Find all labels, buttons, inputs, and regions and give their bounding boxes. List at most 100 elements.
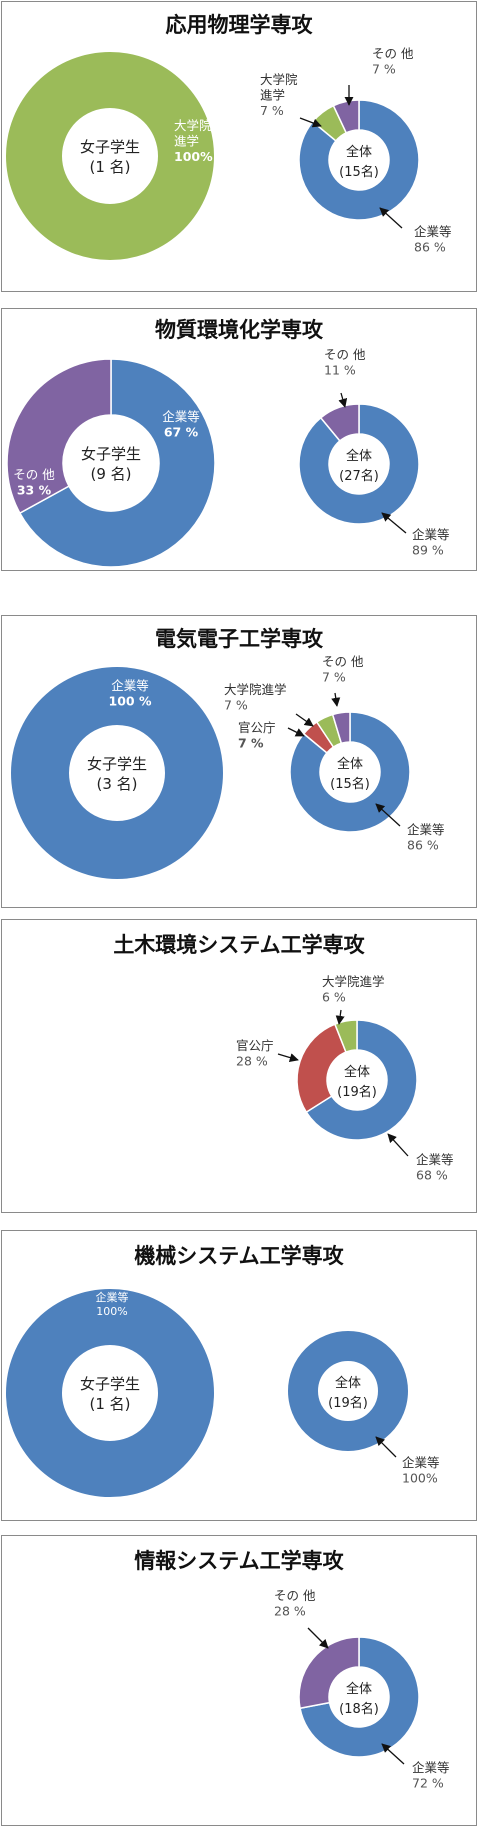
slice-value-label: 86 % [414,240,446,255]
pie-slice [298,403,420,525]
slice-label: 大学院 [260,72,298,87]
chart-panel-applied-physics: 応用物理学専攻 女子学生 (1 名) 大学院 進学 100% 全体 (15名) 企業等 86 % 大… [1,1,477,292]
donut-center-label: 女子学生 [87,755,147,773]
slice-label: 企業等 [412,527,450,542]
callout-arrow [387,1133,409,1157]
callout-arrow [338,392,348,408]
slice-value-label: 67 % [164,425,199,440]
slice-label: その 他 [372,46,414,61]
donut-center-label: 女子学生 [80,138,140,156]
donut-center-label: (3 名) [96,775,137,793]
pie-slice [6,1289,214,1497]
donut-center-label: (18名) [339,1701,379,1717]
donut-center-label: 女子学生 [81,445,141,463]
chart-title: 物質環境化学専攻 [155,318,324,342]
pie-slice [298,1636,360,1710]
slice-value-label: 7 % [224,698,248,713]
chart-title: 応用物理学専攻 [166,13,314,37]
slice-label: 企業等 [407,822,445,837]
slice-label: その 他 [13,467,55,482]
callout-arrow [375,1436,397,1458]
slice-value-label: 28 % [236,1054,268,1069]
slice-value-label: 33 % [17,483,52,498]
callout-arrow [277,1053,299,1063]
slice-label: 大学院進学 [224,682,287,697]
callout-arrow [331,692,341,707]
donut-center-label: 全体 [344,1064,370,1080]
callout-arrow [375,803,401,827]
slice-label: その 他 [274,1588,316,1603]
slice-value-label: 7 % [260,103,284,118]
donut-center-label: (19名) [328,1395,368,1411]
pie-slice [6,358,112,515]
donut-center-label: (1 名) [89,158,130,176]
slice-label: 官公庁 [236,1038,274,1053]
donut-center-label: 全体 [346,1681,372,1697]
donut-center-label: 女子学生 [80,1375,140,1393]
slice-value-label: 100 % [109,694,152,709]
pie-slice [305,1019,418,1141]
chart-panel-electrical-electronic: 電気電子工学専攻 女子学生 (3 名) 企業等 100 % 全体 (15名) 企業等 86 % 官… [1,615,477,908]
pie-slice [299,1636,420,1758]
slice-label: 企業等 [412,1760,450,1775]
pie-slice [298,99,420,221]
donut-center-label: (19名) [337,1084,377,1100]
pie-slice [319,403,360,442]
donut-center-label: (27名) [339,468,379,484]
chart-panel-materials-chemistry: 物質環境化学専攻 女子学生 (9 名) 企業等 67 % その 他 33 % 全体 (27名) 企… [1,308,477,571]
slice-label: 大学院進学 [322,974,385,989]
slice-label: 進学 [260,88,285,103]
slice-value-label: 68 % [416,1168,448,1183]
slice-value-label: 72 % [412,1776,444,1791]
pie-slice [296,1023,347,1114]
chart-title: 電気電子工学専攻 [155,627,324,651]
donut-center-label: (9 名) [90,465,131,483]
slice-label: 企業等 [402,1455,440,1470]
slice-label: 大学院 [174,118,212,133]
callout-arrow [379,207,403,229]
chart-title: 情報システム工学専攻 [134,1549,344,1573]
callout-arrow [381,1743,405,1765]
callout-arrow [287,727,305,737]
slice-value-label: 7 % [372,62,396,77]
slice-label: 企業等 [414,224,452,239]
donut-center-label: 全体 [346,448,372,464]
chart-panel-information-systems: 情報システム工学専攻 全体 (18名) 企業等 72 % その 他 28 % [1,1535,477,1826]
slice-label: 官公庁 [238,720,276,735]
slice-label: その 他 [324,347,366,362]
slice-value-label: 100% [174,149,213,164]
slice-value-label: 100% [96,1305,127,1318]
slice-label: 企業等 [96,1290,129,1304]
slice-label: その 他 [322,654,364,669]
callout-arrow [381,512,407,534]
chart-title: 機械システム工学専攻 [134,1244,344,1268]
slice-value-label: 11 % [324,363,356,378]
pie-slice [18,358,216,568]
pie-slice [11,667,223,879]
chart-title: 土木環境システム工学専攻 [113,933,365,957]
callout-arrow [307,1627,329,1649]
slice-value-label: 6 % [322,990,346,1005]
callout-arrow [295,713,314,727]
slice-label: 進学 [174,134,199,149]
chart-panel-civil-environmental: 土木環境システム工学専攻 全体 (19名) 企業等 68 % 官公庁 28 % 大学院進学 6 … [1,919,477,1213]
chart-panel-mechanical-systems: 機械システム工学専攻 女子学生 (1 名) 企業等 100% 全体 (19名) 企業等 100% [1,1230,477,1521]
pie-slice [6,52,214,260]
pie-slice [288,1331,408,1451]
donut-center-label: (15名) [339,164,379,180]
